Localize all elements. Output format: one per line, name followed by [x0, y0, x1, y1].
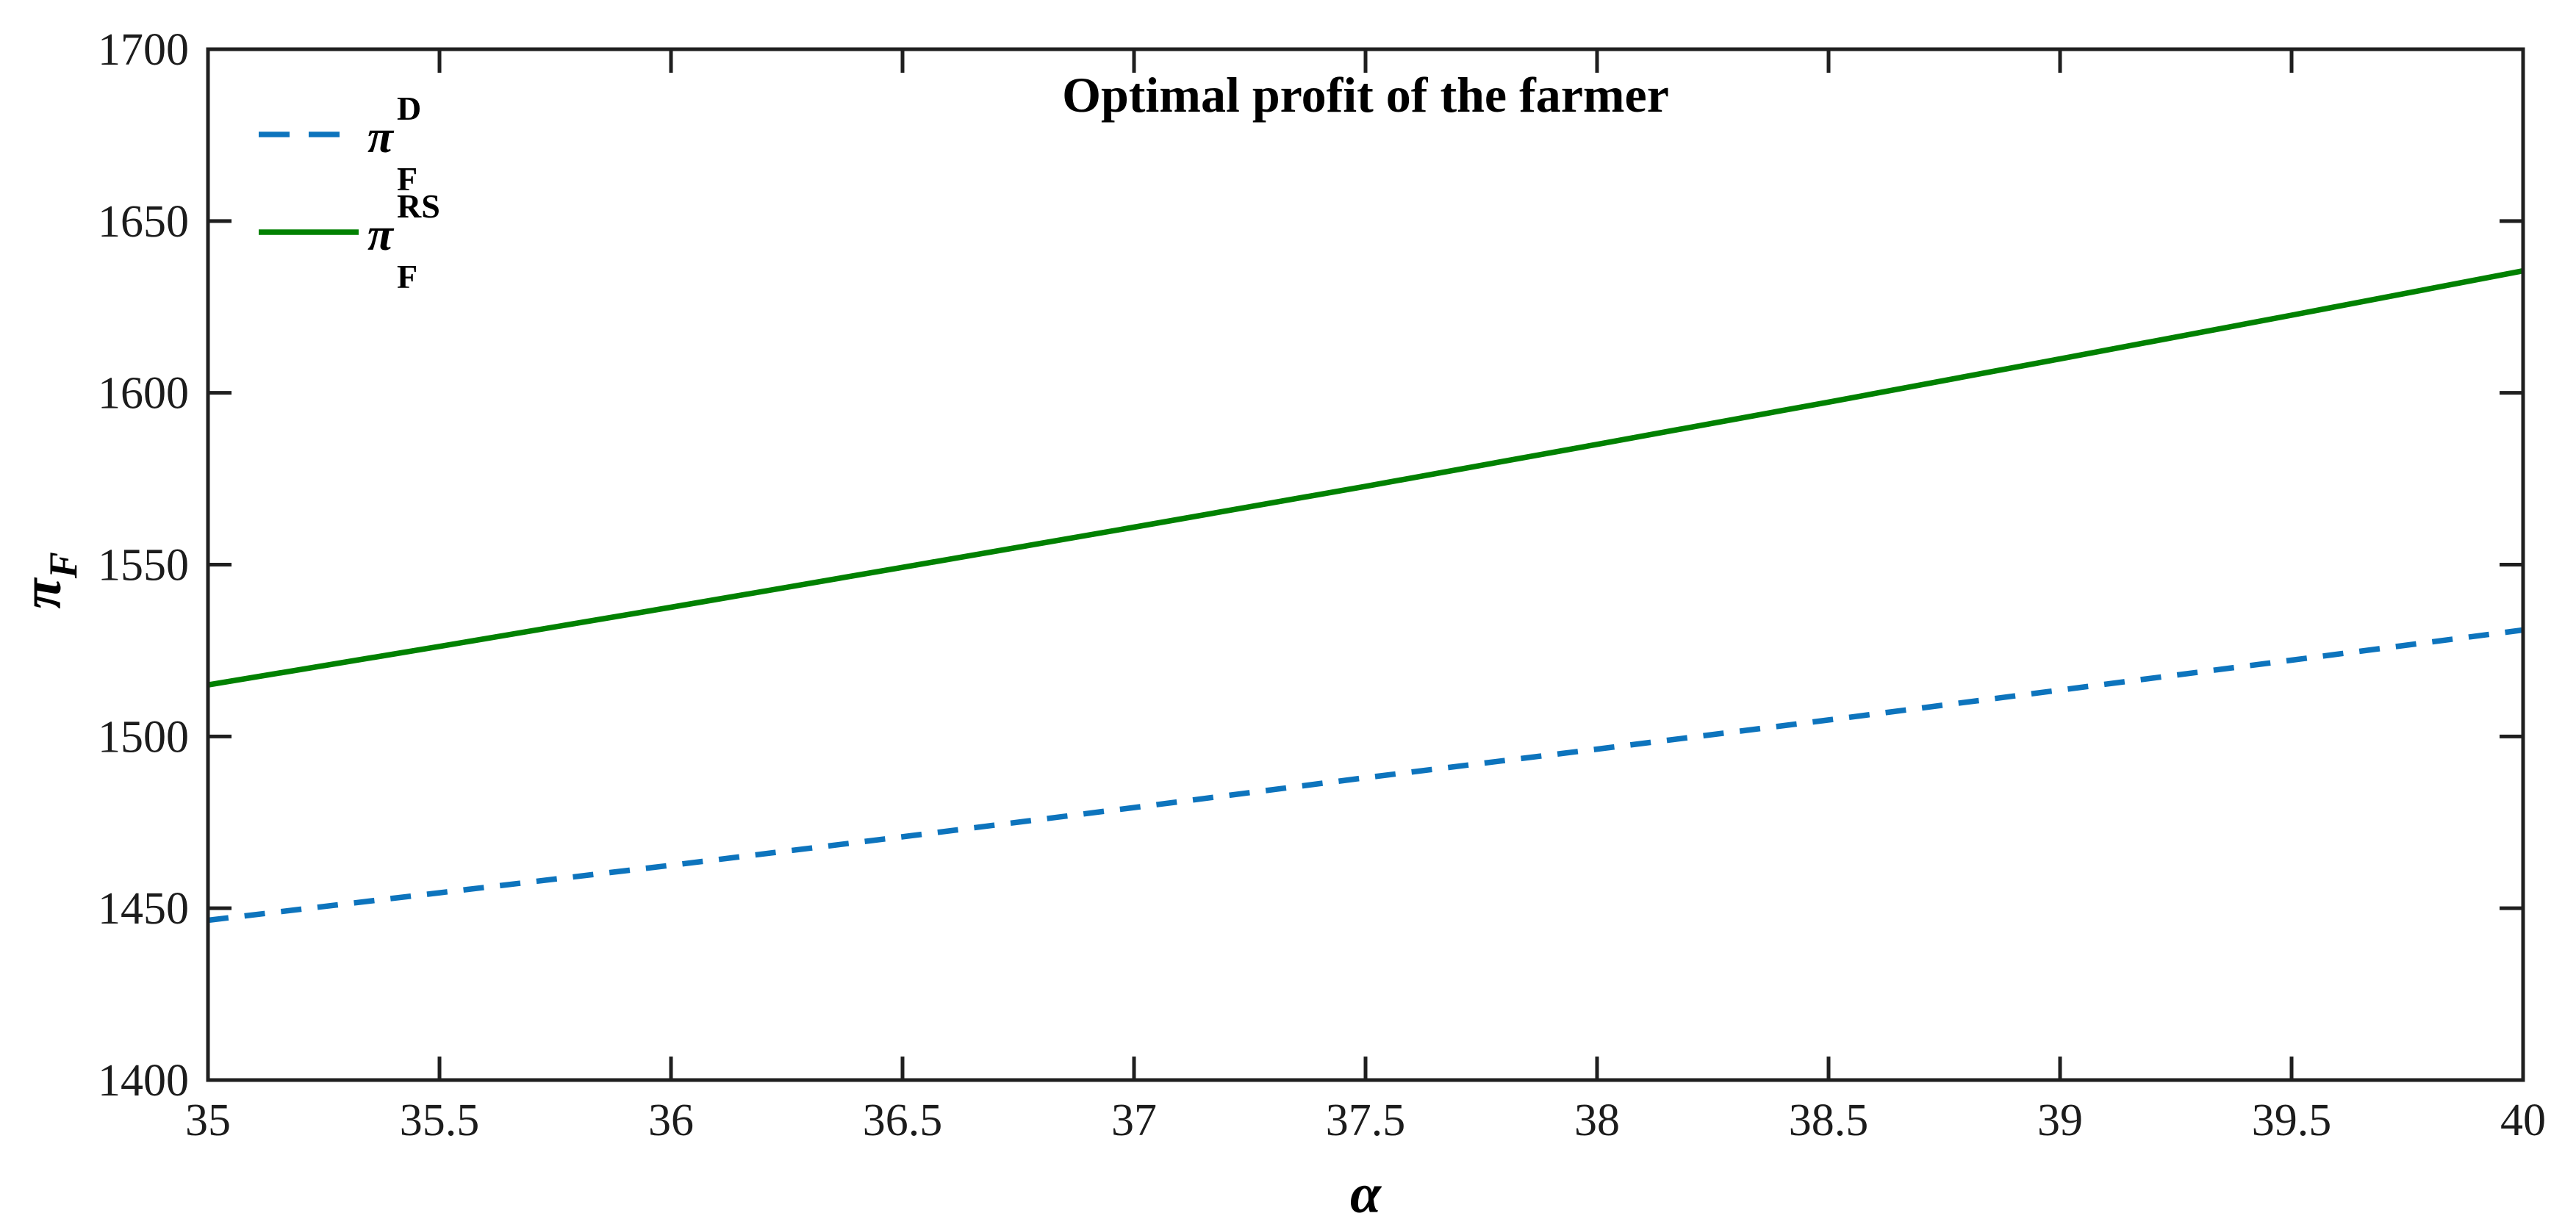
series-line-pi-F-RS: [207, 267, 2524, 688]
y-axis-label-base: π: [11, 577, 73, 609]
y-axis-label-subscript: F: [41, 552, 85, 579]
legend-label-pi-F-D: π: [367, 110, 395, 162]
x-axis-label: α: [1350, 1163, 1382, 1225]
y-tick-label: 1550: [98, 541, 189, 591]
y-tick-label: 1500: [98, 712, 189, 762]
y-tick-label: 1600: [98, 369, 189, 419]
y-tick-label: 1400: [98, 1056, 189, 1106]
legend-label-sub-pi-F-RS: F: [397, 258, 417, 295]
y-tick-label: 1650: [98, 197, 189, 247]
x-tick-label: 38.5: [1789, 1095, 1869, 1145]
x-tick-label: 39.5: [2252, 1095, 2332, 1145]
axis-ticks: [206, 47, 2525, 1082]
legend-label-pi-F-RS: π: [367, 208, 395, 260]
x-tick-label: 39: [2037, 1095, 2083, 1145]
legend-label-sup-pi-F-D: D: [397, 90, 421, 127]
x-tick-label: 35: [185, 1095, 231, 1145]
y-tick-label: 1700: [98, 25, 189, 75]
x-tick-label: 36.5: [863, 1095, 943, 1145]
x-tick-label: 35.5: [400, 1095, 480, 1145]
y-axis-label: πF: [11, 552, 85, 609]
y-tick-label: 1450: [98, 884, 189, 934]
chart-title: Optimal profit of the farmer: [1062, 67, 1669, 123]
legend-label-sup-pi-F-RS: RS: [397, 187, 440, 225]
x-tick-label: 36: [648, 1095, 694, 1145]
legend-label-sub-pi-F-D: F: [397, 160, 417, 198]
x-tick-label: 40: [2500, 1095, 2546, 1145]
series-lines: [207, 267, 2524, 924]
x-tick-label: 37: [1111, 1095, 1157, 1145]
axis-tick-labels: 35 35.5 36 36.5 37 37.5 38 38.5 39 39.5 40 1400 1450…: [98, 25, 2546, 1145]
x-tick-label: 38: [1574, 1095, 1620, 1145]
x-tick-label: 37.5: [1326, 1095, 1406, 1145]
